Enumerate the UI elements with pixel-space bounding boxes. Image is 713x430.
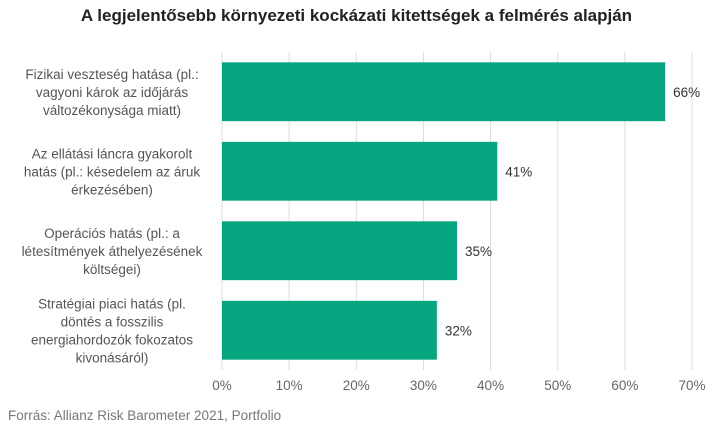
bar — [222, 300, 437, 360]
x-tick-label: 20% — [343, 378, 370, 393]
chart-title: A legjelentősebb környezeti kockázati ki… — [80, 6, 633, 25]
data-label: 66% — [673, 85, 700, 100]
data-label: 35% — [465, 244, 492, 259]
x-tick-label: 40% — [477, 378, 504, 393]
x-tick-label: 30% — [410, 378, 437, 393]
bar — [222, 221, 457, 281]
category-label: Az ellátási láncra gyakorolt hatás (pl.: … — [24, 146, 201, 197]
data-label: 32% — [445, 323, 472, 338]
category-label: Stratégiai piaci hatás (pl. döntés a foss… — [31, 296, 193, 365]
category-label: Fizikai veszteség hatása (pl.: vagyoni ká… — [25, 67, 198, 118]
source-note: Forrás: Allianz Risk Barometer 2021, Por… — [8, 408, 282, 423]
bar — [222, 141, 498, 201]
x-tick-label: 60% — [611, 378, 638, 393]
x-tick-label: 10% — [276, 378, 303, 393]
category-label: Operációs hatás (pl.: a létesítmények áth… — [22, 226, 203, 277]
x-tick-label: 70% — [678, 378, 705, 393]
bar — [222, 62, 666, 122]
x-tick-label: 0% — [212, 378, 232, 393]
x-tick-label: 50% — [544, 378, 571, 393]
data-label: 41% — [505, 164, 532, 179]
